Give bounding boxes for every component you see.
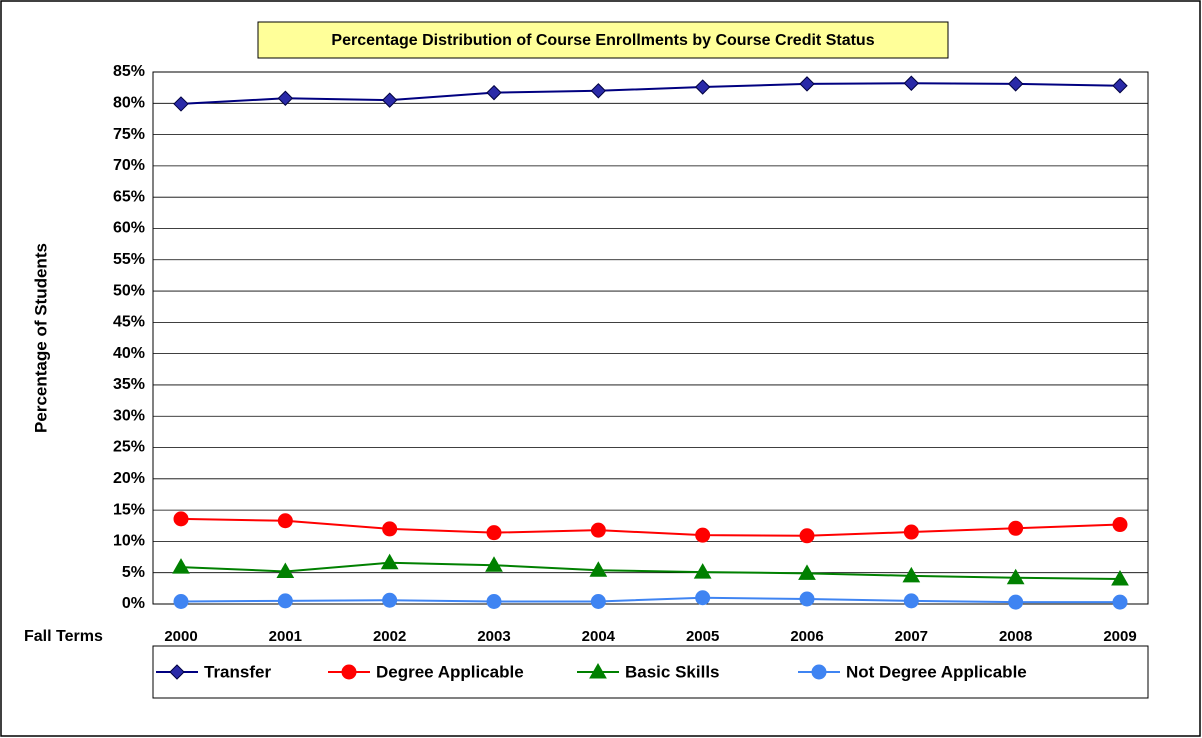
y-tick-label: 60% [113,220,145,237]
point [173,593,189,609]
point [1112,78,1128,94]
point [173,511,189,527]
point [1007,76,1024,92]
point [277,593,293,609]
point [277,90,294,106]
point [1111,569,1129,586]
point [382,592,398,608]
legend-label: Degree Applicable [376,662,524,681]
point [590,83,607,99]
y-tick-label: 0% [122,595,145,612]
y-tick-label: 55% [113,251,145,268]
y-tick-label: 45% [113,314,145,331]
point [695,590,711,606]
legend-marker [589,662,607,679]
y-tick-label: 50% [113,282,145,299]
y-tick-label: 20% [113,470,145,487]
legend-marker [811,664,827,680]
point [798,564,816,580]
chart-title: Percentage Distribution of Course Enroll… [331,32,874,49]
point [485,556,503,572]
point [486,84,502,101]
plot-area [152,71,1149,605]
point [1112,517,1128,533]
point [1112,594,1128,610]
point [277,513,293,529]
point [382,521,398,537]
y-tick-label: 25% [113,439,145,456]
legend-label: Basic Skills [625,662,720,681]
point [486,525,502,541]
y-tick-label: 40% [113,345,145,362]
y-tick-label: 85% [113,63,145,80]
legend-label: Not Degree Applicable [846,662,1027,681]
y-tick-label: 15% [113,501,145,518]
point [902,566,921,583]
point [903,75,920,91]
point [276,562,295,578]
point [903,593,919,609]
x-tick-label: 2008 [999,628,1032,645]
point [1006,568,1025,585]
series-line [180,82,1121,105]
point [590,522,606,538]
y-tick-label: 5% [122,564,145,581]
point [799,591,815,607]
series-line [180,596,1120,604]
y-tick-label: 10% [113,533,145,550]
x-tick-label: 2007 [895,628,928,645]
x-tick-label: 2001 [269,628,302,645]
legend-marker [341,664,357,680]
point [589,561,608,577]
point [799,528,815,544]
y-tick-label: 75% [113,126,145,143]
y-axis-label: Percentage of Students [31,243,50,433]
point [695,527,711,543]
point [694,79,711,95]
series-line [180,517,1121,537]
y-tick-label: 80% [113,95,145,112]
point [903,524,919,540]
title-box [257,21,949,59]
point [172,558,190,574]
legend-box [152,645,1149,699]
x-tick-label: 2004 [582,628,616,645]
x-tick-label: 2000 [164,628,197,645]
point [173,96,189,112]
legend-marker [169,664,185,680]
point [1008,520,1024,536]
point [590,593,606,609]
point [1008,594,1024,610]
x-tick-label: 2006 [790,628,823,645]
y-tick-label: 70% [113,157,145,174]
point [381,92,398,108]
x-tick-label: 2009 [1103,628,1136,645]
y-tick-label: 30% [113,407,145,424]
x-axis-label: Fall Terms [24,628,103,645]
point [799,76,815,92]
legend-label: Transfer [204,662,271,681]
y-tick-label: 35% [113,376,145,393]
point [693,563,712,579]
x-tick-label: 2005 [686,628,719,645]
point [380,553,399,570]
y-tick-label: 65% [113,188,145,205]
x-tick-label: 2002 [373,628,406,645]
point [486,593,502,609]
series-line [180,561,1121,580]
x-tick-label: 2003 [477,628,510,645]
